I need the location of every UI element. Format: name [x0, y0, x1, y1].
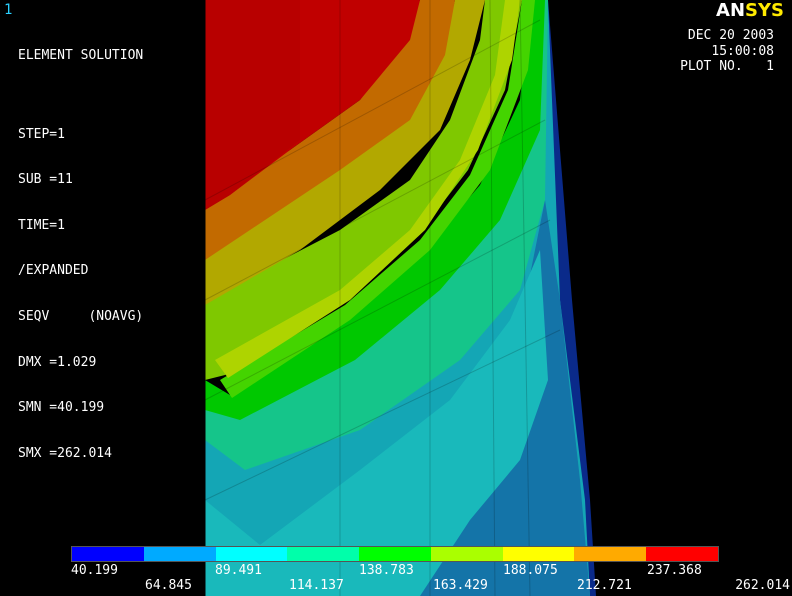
info-line: SMX =262.014 — [18, 445, 112, 461]
info-line: ELEMENT SOLUTION — [18, 48, 144, 63]
info-line: SMN =40.199 — [18, 400, 105, 416]
info-line: SUB =11 — [18, 172, 73, 188]
legend-label: 188.075 — [503, 563, 558, 578]
legend-color-cell — [359, 547, 431, 561]
legend-color-cell — [72, 547, 144, 561]
info-line: STEP=1 — [18, 126, 65, 142]
legend-color-cell — [646, 547, 719, 561]
legend-color-cell — [287, 547, 360, 561]
legend-label: 89.491 — [215, 563, 262, 578]
window-number: 1 — [4, 2, 13, 18]
info-line: /EXPANDED — [18, 263, 89, 279]
legend-label: 212.721 — [577, 578, 632, 593]
legend-color-cell — [143, 547, 216, 561]
legend-color-cell — [502, 547, 575, 561]
legend-color-cell — [430, 547, 503, 561]
legend-label: 262.014 — [735, 578, 790, 593]
legend-label: 163.429 — [433, 578, 488, 593]
plot-stamp: DEC 20 2003 15:00:08 PLOT NO. 1 — [680, 28, 774, 75]
legend-label: 138.783 — [359, 563, 414, 578]
legend-label: 114.137 — [289, 578, 344, 593]
plot-number: PLOT NO. 1 — [680, 59, 774, 74]
stress-contour-model — [204, 0, 596, 596]
legend-label: 64.845 — [145, 578, 192, 593]
info-line: DMX =1.029 — [18, 354, 97, 370]
plot-date: DEC 20 2003 — [687, 28, 774, 43]
legend-label: 40.199 — [71, 563, 118, 578]
solution-info-panel: ELEMENT SOLUTION STEP=1 SUB =11 TIME=1 /… — [18, 18, 143, 476]
legend-color-cell — [574, 547, 647, 561]
ansys-logo: ANSYS — [716, 0, 784, 21]
logo-prefix: AN — [716, 0, 746, 21]
logo-suffix: SYS — [745, 0, 784, 21]
info-line — [18, 94, 143, 97]
legend-color-cell — [215, 547, 288, 561]
legend-label: 237.368 — [647, 563, 702, 578]
contour-legend-bar — [71, 546, 719, 562]
info-line: SEQV (NOAVG) — [18, 308, 144, 324]
plot-time: 15:00:08 — [711, 43, 774, 59]
info-line: TIME=1 — [18, 217, 65, 233]
